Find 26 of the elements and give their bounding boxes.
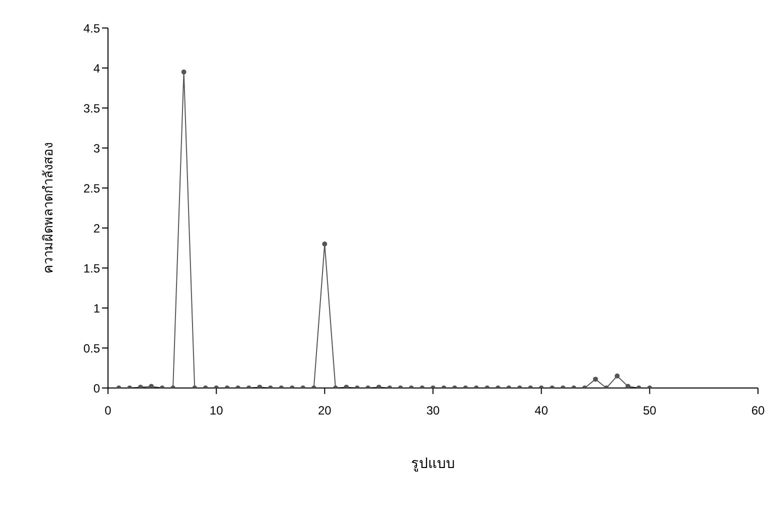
- x-tick-label: 60: [751, 404, 765, 418]
- y-tick-label: 2: [93, 221, 100, 236]
- y-axis-title: ความผิดพลาดกำลังสอง: [40, 142, 56, 274]
- point: [148, 384, 154, 388]
- y-tick-label: 3.5: [83, 101, 100, 116]
- point: [614, 374, 620, 378]
- x-tick-label: 30: [426, 404, 440, 418]
- x-tick-label: 20: [318, 404, 332, 418]
- point: [593, 376, 598, 382]
- x-tick-label: 40: [534, 404, 548, 418]
- y-tick-label: 0: [93, 381, 100, 396]
- point: [181, 70, 186, 74]
- y-tick-label: 1.5: [83, 261, 100, 276]
- x-tick-label: 50: [642, 404, 657, 418]
- y-tick-label: 4.5: [83, 21, 100, 36]
- x-axis-title: รูปแบบ: [411, 455, 455, 472]
- y-tick-label: 2.5: [83, 181, 100, 196]
- y-tick-label: 4: [93, 61, 100, 76]
- point: [322, 242, 328, 246]
- y-tick-label: 3: [93, 141, 100, 156]
- point: [626, 384, 630, 388]
- y-tick-label: 0.5: [83, 341, 100, 356]
- x-tick-label: 10: [210, 404, 224, 418]
- y-tick-label: 1: [93, 301, 100, 316]
- x-tick-label: 0: [104, 404, 112, 418]
- point: [138, 384, 143, 388]
